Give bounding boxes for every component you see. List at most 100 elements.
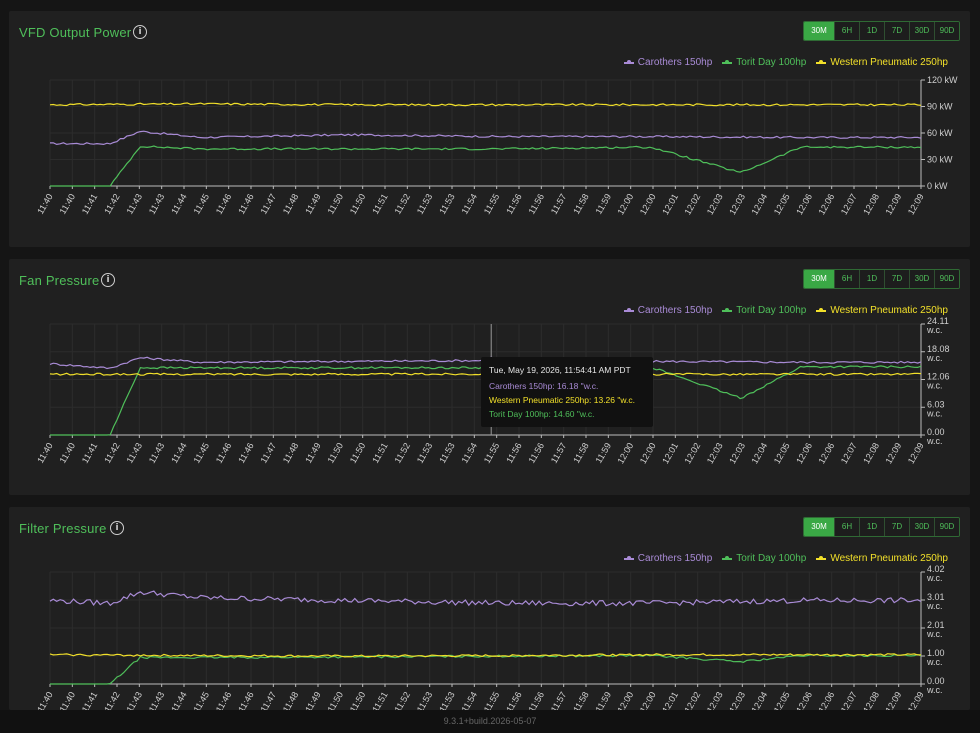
x-tick-label: 12:09 [906, 441, 926, 466]
x-tick-label: 11:56 [504, 441, 524, 465]
x-tick-label: 11:44 [169, 690, 189, 710]
legend-item[interactable]: Torit Day 100hp [722, 553, 806, 564]
version-footer: 9.3.1+build.2026-05-07 [0, 710, 980, 733]
legend-item[interactable]: Torit Day 100hp [722, 57, 806, 68]
range-7d-button[interactable]: 7D [885, 518, 910, 536]
legend-marker-icon [722, 307, 733, 312]
x-tick-label: 11:40 [35, 441, 55, 465]
x-tick-label: 11:46 [236, 192, 256, 216]
x-tick-label: 11:51 [370, 441, 390, 465]
legend-marker-icon [722, 555, 733, 560]
x-tick-label: 11:52 [392, 690, 412, 710]
legend: Carothers 150hp Torit Day 100hp Western Pn… [623, 553, 948, 564]
y-tick-label: 6.03 w.c. [926, 399, 945, 418]
x-tick-label: 11:43 [147, 690, 167, 710]
x-tick-label: 11:53 [415, 192, 435, 216]
x-tick-label: 11:43 [147, 441, 167, 465]
legend-item[interactable]: Carothers 150hp [623, 553, 712, 564]
range-30m-button[interactable]: 30M [804, 518, 835, 536]
legend-label: Carothers 150hp [637, 57, 713, 68]
range-30d-button[interactable]: 30D [910, 270, 935, 288]
x-tick-label: 11:56 [504, 690, 524, 710]
x-tick-label: 12:08 [861, 441, 881, 466]
y-tick-label: 30 kW [927, 155, 953, 165]
legend-item[interactable]: Western Pneumatic 250hp [816, 553, 948, 564]
y-tick-label: 120 kW [927, 75, 958, 85]
legend-item[interactable]: Western Pneumatic 250hp [816, 57, 948, 68]
x-tick-label: 11:59 [593, 441, 613, 465]
range-30d-button[interactable]: 30D [910, 22, 935, 40]
range-90d-button[interactable]: 90D [935, 270, 959, 288]
x-tick-label: 11:56 [526, 192, 546, 216]
x-tick-label: 12:00 [638, 192, 658, 217]
legend-label: Torit Day 100hp [736, 305, 807, 316]
legend-item[interactable]: Torit Day 100hp [722, 305, 806, 316]
legend-item[interactable]: Western Pneumatic 250hp [816, 305, 948, 316]
info-icon[interactable]: i [133, 25, 147, 39]
range-30m-button[interactable]: 30M [804, 270, 835, 288]
x-tick-label: 11:53 [437, 192, 457, 216]
range-6h-button[interactable]: 6H [835, 22, 860, 40]
range-1d-button[interactable]: 1D [860, 270, 885, 288]
info-icon[interactable]: i [101, 273, 115, 287]
x-tick-label: 11:45 [191, 441, 211, 465]
range-1d-button[interactable]: 1D [860, 518, 885, 536]
x-tick-label: 12:05 [772, 690, 792, 710]
legend-label: Western Pneumatic 250hp [830, 553, 948, 564]
range-6h-button[interactable]: 6H [835, 518, 860, 536]
x-tick-label: 11:55 [482, 192, 502, 216]
x-tick-label: 11:58 [571, 441, 591, 465]
y-tick-label: 3.01 w.c. [926, 592, 945, 611]
x-tick-label: 11:40 [57, 192, 77, 216]
info-icon[interactable]: i [110, 521, 124, 535]
x-tick-label: 11:44 [169, 192, 189, 216]
x-tick-label: 11:49 [303, 192, 323, 216]
x-tick-label: 12:02 [682, 441, 702, 466]
y-tick-label: 1.00 w.c. [926, 648, 945, 667]
x-tick-label: 11:46 [214, 690, 234, 710]
range-30m-button[interactable]: 30M [804, 22, 835, 40]
x-tick-label: 11:51 [370, 192, 390, 216]
x-tick-label: 11:49 [303, 690, 323, 710]
x-tick-label: 11:45 [191, 690, 211, 710]
x-tick-label: 11:47 [258, 192, 278, 216]
legend-item[interactable]: Carothers 150hp [623, 57, 713, 68]
x-tick-label: 11:40 [57, 441, 77, 465]
x-tick-label: 12:00 [638, 441, 658, 466]
x-tick-label: 12:06 [816, 441, 836, 466]
x-tick-label: 11:53 [415, 441, 435, 465]
x-tick-label: 11:55 [482, 690, 502, 710]
filter-pressure-panel: Filter Pressure i 30M 6H 1D 7D 30D 90D Caroth… [9, 507, 970, 710]
x-tick-label: 12:00 [615, 441, 635, 466]
x-tick-label: 11:57 [549, 192, 569, 216]
x-tick-label: 11:53 [437, 690, 457, 710]
x-tick-label: 11:59 [593, 690, 613, 710]
x-tick-label: 11:47 [258, 441, 278, 465]
x-tick-label: 11:45 [191, 192, 211, 216]
legend-item[interactable]: Carothers 150hp [623, 305, 712, 316]
x-tick-label: 12:03 [727, 441, 747, 466]
range-7d-button[interactable]: 7D [885, 22, 910, 40]
y-tick-label: 12.06 w.c. [926, 372, 950, 391]
x-tick-label: 11:52 [392, 192, 412, 216]
x-tick-label: 12:06 [794, 690, 814, 710]
x-tick-label: 11:43 [124, 690, 144, 710]
range-90d-button[interactable]: 90D [935, 518, 959, 536]
x-tick-label: 12:06 [794, 441, 814, 466]
range-7d-button[interactable]: 7D [885, 270, 910, 288]
legend-label: Torit Day 100hp [736, 553, 807, 564]
range-90d-button[interactable]: 90D [935, 22, 959, 40]
range-1d-button[interactable]: 1D [860, 22, 885, 40]
fan-pressure-panel: Fan Pressure i 30M 6H 1D 7D 30D 90D Carothers… [9, 259, 970, 495]
x-tick-label: 11:58 [571, 690, 591, 710]
range-30d-button[interactable]: 30D [910, 518, 935, 536]
y-tick-label: 0 kW [927, 181, 948, 191]
x-tick-label: 12:07 [839, 441, 859, 466]
filter-pressure-chart: 4.02 w.c. 3.01 w.c. 2.01 w.c. 1.00 w.c. 0.00 w.c.… [35, 564, 945, 710]
x-tick-label: 11:59 [593, 192, 613, 216]
legend-marker-icon [722, 59, 733, 64]
legend-label: Torit Day 100hp [736, 57, 807, 68]
range-6h-button[interactable]: 6H [835, 270, 860, 288]
vfd-power-panel: VFD Output Power i 30M 6H 1D 7D 30D 90D Carot… [9, 11, 970, 247]
hover-tooltip: Tue, May 19, 2026, 11:54:41 AM PDT Carot… [481, 357, 653, 427]
